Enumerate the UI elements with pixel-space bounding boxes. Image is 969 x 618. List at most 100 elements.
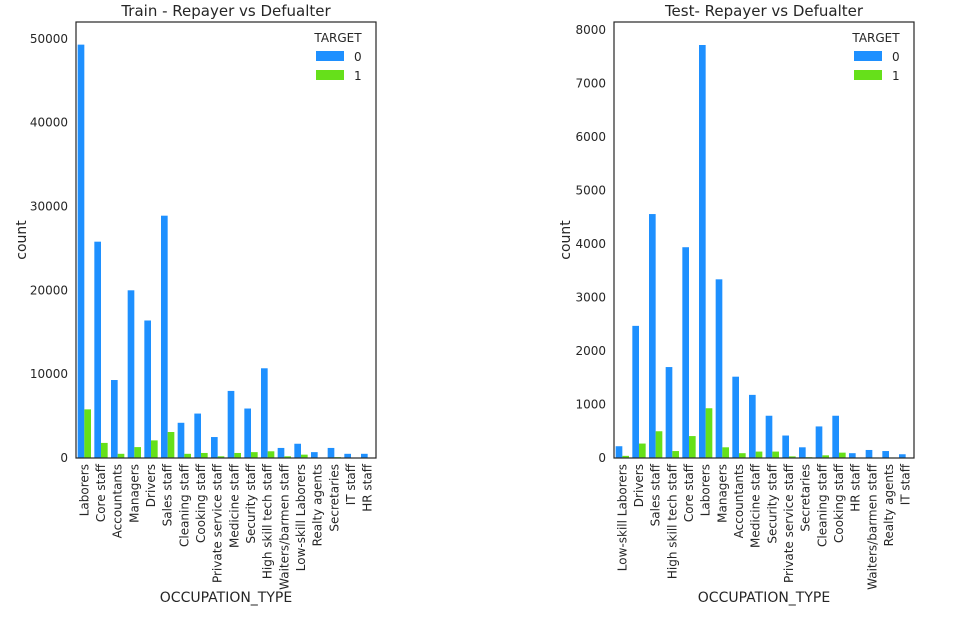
train-bar-0-10 — [244, 409, 251, 458]
train-legend: TARGET 0 1 — [313, 31, 362, 83]
train-bars — [78, 45, 375, 458]
test-legend-label-1: 1 — [892, 69, 900, 83]
test-chart: Test- Repayer vs Defualter 0100020003000… — [558, 2, 914, 606]
train-chart-title: Train - Repayer vs Defualter — [120, 2, 331, 20]
test-x-tick-label: High skill tech staff — [665, 463, 679, 579]
train-x-tick-label: High skill tech staff — [261, 463, 275, 579]
train-bar-0-1 — [94, 242, 101, 458]
train-bar-0-2 — [111, 380, 118, 458]
train-bar-0-9 — [228, 391, 235, 458]
train-y-tick-label: 20000 — [30, 283, 68, 297]
test-legend-swatch-0 — [854, 51, 882, 61]
test-bar-1-1 — [639, 444, 646, 458]
train-y-tick-label: 40000 — [30, 116, 68, 130]
test-x-tick-label: Waiters/barmen staff — [865, 463, 879, 590]
train-plot-frame — [76, 22, 376, 458]
train-x-tick-label: Private service staff — [211, 463, 225, 583]
train-bar-1-1 — [101, 443, 108, 458]
test-bar-1-7 — [739, 453, 746, 458]
test-y-axis-label: count — [558, 220, 574, 260]
test-x-tick-label: Low-skill Laborers — [615, 464, 629, 571]
test-bar-0-14 — [849, 453, 856, 458]
train-x-tick-label: Laborers — [77, 464, 91, 516]
test-x-tick-label: Realty agents — [882, 464, 896, 546]
train-bar-1-10 — [251, 452, 258, 458]
train-legend-title: TARGET — [313, 31, 362, 45]
test-bar-0-0 — [616, 446, 623, 458]
train-bar-0-4 — [144, 320, 151, 458]
train-y-tick-label: 30000 — [30, 199, 68, 213]
test-y-tick-label: 7000 — [575, 77, 606, 91]
test-legend-swatch-1 — [854, 70, 882, 80]
train-bar-0-15 — [328, 448, 335, 458]
test-bar-0-11 — [799, 447, 806, 458]
train-x-tick-label: Security staff — [244, 463, 258, 543]
test-x-tick-label: Cooking staff — [832, 463, 846, 543]
test-legend: TARGET 0 1 — [851, 31, 900, 83]
train-bar-0-14 — [311, 452, 318, 458]
train-x-tick-label: Accountants — [111, 464, 125, 538]
test-x-tick-label: Laborers — [699, 464, 713, 516]
train-bar-1-9 — [234, 453, 241, 458]
test-legend-label-0: 0 — [892, 50, 900, 64]
test-y-tick-label: 2000 — [575, 344, 606, 358]
test-y-tick-label: 8000 — [575, 23, 606, 37]
train-x-tick-label: Realty agents — [311, 464, 325, 546]
test-bar-1-3 — [672, 451, 679, 458]
test-bar-0-3 — [666, 367, 673, 458]
train-bar-1-0 — [84, 409, 91, 458]
train-bar-0-6 — [178, 423, 185, 458]
train-x-tick-label: Sales staff — [161, 463, 175, 526]
test-y-tick-label: 4000 — [575, 237, 606, 251]
test-bars — [616, 45, 913, 458]
train-x-tick-label: Managers — [127, 464, 141, 523]
test-bar-0-13 — [832, 416, 839, 458]
test-bar-1-4 — [689, 436, 696, 458]
test-bar-0-7 — [732, 377, 739, 458]
test-bar-0-16 — [882, 451, 889, 458]
train-bar-0-7 — [194, 414, 201, 458]
train-bar-0-17 — [361, 454, 368, 458]
train-bar-0-0 — [78, 45, 85, 458]
test-bar-1-13 — [839, 453, 846, 458]
test-bar-0-12 — [816, 426, 823, 458]
test-bar-1-8 — [756, 452, 763, 458]
test-bar-1-9 — [772, 452, 779, 458]
train-x-tick-label: Drivers — [144, 464, 158, 507]
test-x-tick-label: Drivers — [632, 464, 646, 507]
train-x-axis-label: OCCUPATION_TYPE — [160, 590, 292, 606]
test-bar-0-5 — [699, 45, 706, 458]
train-bar-1-2 — [118, 454, 125, 458]
train-x-tick-label: IT staff — [344, 463, 358, 505]
test-y-tick-label: 0 — [598, 451, 606, 465]
test-x-tick-label: Cleaning staff — [815, 463, 829, 547]
train-x-tick-label: Secretaries — [327, 464, 341, 532]
test-bar-0-10 — [782, 436, 789, 458]
test-x-tick-label: HR staff — [849, 463, 863, 511]
train-bar-0-3 — [128, 290, 135, 458]
test-bar-1-6 — [722, 447, 729, 458]
train-bar-1-3 — [134, 447, 141, 458]
test-x-tick-label: Core staff — [682, 463, 696, 522]
test-y-tick-label: 1000 — [575, 398, 606, 412]
test-chart-title: Test- Repayer vs Defualter — [664, 2, 864, 20]
test-bar-0-1 — [632, 326, 639, 458]
train-chart: Train - Repayer vs Defualter 0 10000 20000… — [14, 2, 376, 606]
train-bar-0-16 — [344, 454, 351, 458]
train-x-tick-label: Cooking staff — [194, 463, 208, 543]
train-legend-label-0: 0 — [354, 50, 362, 64]
train-y-tick-label: 10000 — [30, 367, 68, 381]
test-bar-0-9 — [766, 416, 773, 458]
test-legend-title: TARGET — [851, 31, 900, 45]
train-bar-1-5 — [168, 432, 175, 458]
test-x-tick-label: Accountants — [732, 464, 746, 538]
test-y-tick-label: 6000 — [575, 130, 606, 144]
test-bar-0-2 — [649, 214, 656, 458]
train-y-axis-label: count — [14, 220, 30, 260]
test-x-tick-label: Sales staff — [649, 463, 663, 526]
